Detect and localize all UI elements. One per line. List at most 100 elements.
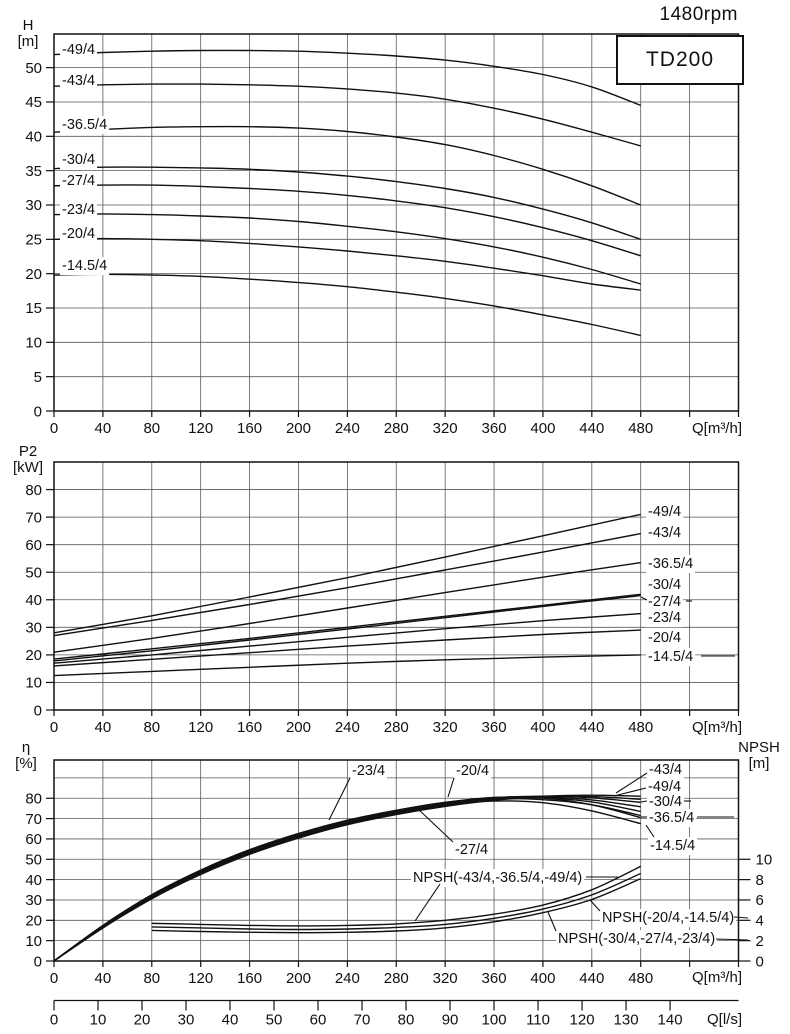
power-y-tick: 50 — [25, 564, 42, 581]
eff-x2-tick: 100 — [482, 1012, 507, 1029]
eff-x2-tick: 90 — [442, 1012, 459, 1029]
eff-y-axis-title: η [%] — [15, 739, 37, 772]
leader-line — [640, 800, 648, 803]
head-x-tick: 40 — [95, 420, 112, 437]
label-backing — [646, 629, 684, 648]
npsh-y-axis-title: NPSH [m] — [738, 739, 780, 772]
eff-label-NPSH(-43/4,-36.5/4,-49/4): NPSH(-43/4,-36.5/4,-49/4) — [413, 870, 582, 886]
eff-label--36.5/4: -36.5/4 — [649, 810, 694, 826]
power-x-tick: 240 — [335, 719, 360, 736]
label-backing — [60, 72, 98, 91]
eff-x-tick: 160 — [237, 970, 262, 987]
head-y-axis-title: H [m] — [17, 17, 39, 50]
power-x-tick: 280 — [384, 719, 409, 736]
head-label--43/4: -43/4 — [62, 73, 95, 89]
leader-line — [547, 911, 557, 932]
npsh-curve-NPSH(-30/4,-27/4,-23/4) — [151, 877, 641, 934]
eff-y-tick: 80 — [25, 790, 42, 807]
eff-x2-tick: 60 — [310, 1012, 327, 1029]
eff-y-tick: 60 — [25, 831, 42, 848]
eff-x-tick: 240 — [335, 970, 360, 987]
eff-x2-tick: 40 — [222, 1012, 239, 1029]
power-y-axis-title: P2 [kW] — [13, 443, 43, 476]
eff-label--30/4: -30/4 — [649, 794, 682, 810]
head-curve--36.5/4 — [53, 125, 641, 206]
eff-label--20/4: -20/4 — [456, 763, 489, 779]
label-backing — [60, 201, 98, 220]
eff-x-tick: 280 — [384, 970, 409, 987]
label-backing — [454, 762, 492, 781]
head-axes: 0 5 10 15 20 25 30 35 40 45 50 0 40 80 120 160 200 240 280… — [25, 60, 740, 437]
head-label--49/4: -49/4 — [62, 42, 95, 58]
head-curve--27/4 — [53, 184, 641, 257]
power-series — [53, 513, 641, 677]
power-label--23/4: -23/4 — [648, 610, 681, 626]
model-badge-text: TD200 — [645, 48, 715, 71]
eff-label--23/4: -23/4 — [352, 763, 385, 779]
eff-x2-tick: 120 — [570, 1012, 595, 1029]
head-x-tick: 160 — [237, 420, 262, 437]
label-backing — [60, 116, 110, 135]
label-backing — [646, 609, 684, 628]
eff-label-NPSH(-30/4,-27/4,-23/4): NPSH(-30/4,-27/4,-23/4) — [558, 931, 715, 947]
head-curve--23/4 — [53, 213, 641, 285]
eff-x2-tick: 130 — [614, 1012, 639, 1029]
head-plot-border — [53, 33, 740, 412]
power-label--43/4: -43/4 — [648, 525, 681, 541]
leader-line — [414, 883, 441, 922]
head-label--30/4: -30/4 — [62, 152, 95, 168]
head-y-tick: 45 — [25, 94, 42, 111]
power-y-tick: 0 — [34, 702, 42, 719]
power-axes: 0 10 20 30 40 50 60 70 80 0 40 80 120 160 200 240 280 320… — [25, 482, 740, 736]
head-grid — [54, 34, 739, 411]
head-label--27/4: -27/4 — [62, 173, 95, 189]
power-label--27/4: -27/4 — [648, 594, 681, 610]
head-y-tick: 30 — [25, 197, 42, 214]
power-x-tick: 400 — [530, 719, 555, 736]
npsh-tick: 2 — [756, 933, 764, 950]
head-x-axis-title: Q[m³/h] — [691, 420, 742, 437]
power-y-tick: 60 — [25, 537, 42, 554]
power-chart: 0 10 20 30 40 50 60 70 80 0 40 80 120 160 200 240 280 320… — [25, 461, 740, 736]
label-backing — [646, 524, 684, 543]
head-x-tick: 440 — [579, 420, 604, 437]
power-plot-border — [53, 461, 740, 711]
eff-y-tick: 20 — [25, 913, 42, 930]
power-grid — [54, 461, 739, 710]
head-y-tick: 35 — [25, 163, 42, 180]
label-backing — [600, 909, 737, 928]
head-y-tick: 25 — [25, 232, 42, 249]
npsh-tick: 6 — [756, 892, 764, 909]
label-backing — [647, 761, 685, 780]
power-label--14.5/4: -14.5/4 — [648, 649, 693, 665]
label-backing — [350, 762, 388, 781]
power-curve--36.5/4 — [53, 561, 641, 653]
head-label--36.5/4: -36.5/4 — [62, 117, 107, 133]
eff-x-axis-title: Q[m³/h] — [691, 969, 742, 986]
npsh-tick: 8 — [756, 872, 764, 889]
eff-y-tick: 30 — [25, 892, 42, 909]
label-backing — [556, 930, 718, 949]
npsh-tick: 0 — [756, 953, 764, 970]
head-curve--20/4 — [53, 237, 641, 291]
eff-label--43/4: -43/4 — [649, 762, 682, 778]
eff-x2-tick: 30 — [178, 1012, 195, 1029]
leader-line — [417, 808, 454, 843]
power-curve--49/4 — [53, 513, 641, 634]
eff-x2-tick: 80 — [398, 1012, 415, 1029]
power-x-tick: 120 — [188, 719, 213, 736]
eff-x2-tick: 110 — [526, 1012, 550, 1029]
label-backing — [60, 172, 98, 191]
head-y-tick: 20 — [25, 266, 42, 283]
power-y-tick: 20 — [25, 647, 42, 664]
head-y-tick: 40 — [25, 129, 42, 146]
power-y-tick: 70 — [25, 509, 42, 526]
eff-y-tick: 0 — [34, 953, 42, 970]
eff-x2-axis-title: Q[l/s] — [706, 1011, 742, 1028]
npsh-tick: 4 — [756, 913, 764, 930]
power-curve--20/4 — [53, 629, 641, 667]
